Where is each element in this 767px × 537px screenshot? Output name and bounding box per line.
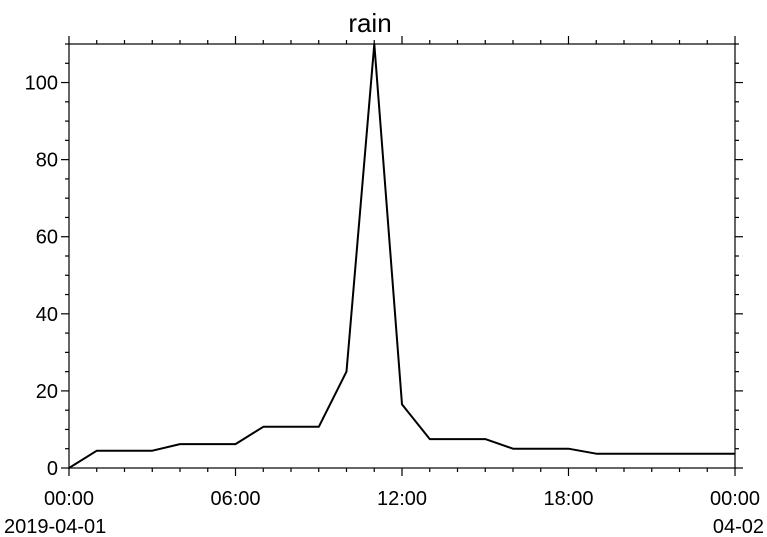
- y-tick-label: 60: [36, 227, 58, 249]
- x-tick-label: 06:00: [210, 488, 260, 510]
- y-tick-label: 80: [36, 150, 58, 172]
- rain-series-line: [68, 43, 735, 469]
- y-tick-label: 100: [25, 73, 58, 95]
- y-tick-label: 0: [47, 458, 58, 480]
- y-tick-label: 20: [36, 381, 58, 403]
- x-tick-date-label: 04-02: [713, 516, 764, 537]
- y-axis: 0 20 40 60 80 100: [25, 43, 743, 480]
- x-tick-label: 12:00: [377, 488, 427, 510]
- x-axis: 00:00 2019-04-01 06:00 12:00 18:00 00:00 04-02: [4, 36, 764, 537]
- chart-title: rain: [348, 8, 391, 38]
- x-tick-date-label: 2019-04-01: [4, 516, 106, 537]
- x-tick-label: 18:00: [543, 488, 593, 510]
- x-tick-label: 00:00: [44, 488, 94, 510]
- y-tick-label: 40: [36, 304, 58, 326]
- x-tick-label: 00:00: [710, 488, 760, 510]
